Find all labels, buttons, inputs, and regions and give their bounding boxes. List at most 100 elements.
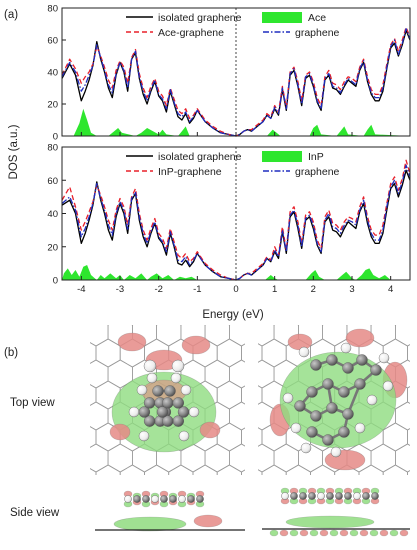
dos-panel-ace: 0 20 40 60 80 isolated graphene Ace Ace-graphen… xyxy=(47,4,411,143)
carbon-atom xyxy=(143,397,156,409)
legend-label-graphene: graphene xyxy=(295,166,340,178)
graphene-hexagon xyxy=(407,386,410,404)
isosurface-depletion xyxy=(345,328,375,348)
hydrogen-atom xyxy=(340,342,352,354)
isosurface-lobe xyxy=(289,529,299,537)
graphene-hexagon xyxy=(297,325,300,326)
series-graphene-line xyxy=(61,28,411,137)
x-tick-label: -1 xyxy=(193,284,201,295)
molecule-atom xyxy=(124,495,132,503)
graphene-hexagon xyxy=(382,464,408,475)
graphene-hexagon xyxy=(90,426,97,448)
graphene-hexagon xyxy=(407,344,410,362)
graphene-hexagon xyxy=(322,325,348,347)
graphene-hexagon xyxy=(90,401,109,431)
y-tick-label: 0 xyxy=(53,132,58,143)
molecule-atom xyxy=(326,492,334,500)
x-tick-label: 0 xyxy=(233,284,238,295)
hydrogen-atom xyxy=(180,384,192,396)
hydrogen-atom xyxy=(298,346,310,358)
legend-label-inp-graphene: InP-graphene xyxy=(158,166,222,178)
y-tick-label: 40 xyxy=(47,68,58,79)
graphene-hexagon xyxy=(168,464,194,475)
molecule-atom xyxy=(344,492,352,500)
graphene-hexagon xyxy=(408,297,417,325)
y-tick-label: 80 xyxy=(47,4,58,15)
legend-label-ace: Ace xyxy=(308,12,326,24)
carbon-atom xyxy=(354,378,366,390)
graphene-hexagon xyxy=(72,297,96,325)
series-ace-graphene-line xyxy=(61,26,411,137)
isosurface-depletion xyxy=(199,421,221,439)
graphene-hexagon xyxy=(107,325,109,326)
graphene-hexagon xyxy=(273,443,299,473)
graphene-hexagon xyxy=(261,338,287,368)
graphene-hexagon xyxy=(258,325,275,347)
graphene-hexagon xyxy=(90,468,97,475)
molecule-atom xyxy=(362,492,370,500)
isosurface-accumulation xyxy=(285,515,375,529)
x-tick-label: -2 xyxy=(154,284,162,295)
graphene-hexagon xyxy=(228,325,245,347)
legend-swatch-ace xyxy=(262,12,302,23)
side-view-label: Side view xyxy=(10,507,60,519)
graphene-hexagon xyxy=(192,464,218,475)
dos-panel-inp: 0 20 40 60 80 -4 -3 -2 -1 0 1 2 3 4 isolated graphene I… xyxy=(47,143,411,295)
inp-top-view-render xyxy=(258,297,417,475)
x-tick-label: 3 xyxy=(349,284,354,295)
graphene-hexagon xyxy=(346,325,348,326)
graphene-hexagon xyxy=(204,443,230,473)
graphene-hexagon xyxy=(144,464,170,475)
isosurface-lobe xyxy=(349,529,359,537)
isosurface-lobe xyxy=(369,529,379,537)
carbon-atom xyxy=(310,410,322,422)
carbon-atom xyxy=(322,378,334,390)
molecule-atom xyxy=(142,495,150,503)
hydrogen-atom xyxy=(300,442,312,454)
hydrogen-atom xyxy=(382,380,394,392)
isosurface-lobe xyxy=(269,529,279,537)
carbon-atom xyxy=(342,408,354,420)
graphene-hexagon xyxy=(95,464,121,475)
isosurface-depletion xyxy=(109,423,131,441)
carbon-atom xyxy=(322,434,334,446)
legend-label-graphene: graphene xyxy=(295,27,340,39)
panel-b-label: (b) xyxy=(4,347,18,359)
graphene-hexagon xyxy=(370,325,372,326)
isosurface-lobe xyxy=(389,529,399,537)
graphene-hexagon xyxy=(90,359,109,389)
graphene-hexagon xyxy=(394,325,397,326)
isosurface-lobe xyxy=(329,529,339,537)
graphene-hexagon xyxy=(90,342,97,364)
graphene-hexagon xyxy=(394,401,410,431)
graphene-hexagon xyxy=(310,464,336,475)
graphene-hexagon xyxy=(370,325,396,347)
y-tick-label: 40 xyxy=(47,209,58,220)
carbon-atom xyxy=(342,362,354,374)
hydrogen-atom xyxy=(188,406,200,418)
carbon-atom xyxy=(294,400,306,412)
series-graphene-line xyxy=(61,164,411,281)
y-tick-label: 20 xyxy=(47,242,58,253)
hydrogen-atom xyxy=(170,372,182,384)
x-tick-label: 1 xyxy=(272,284,277,295)
hydrogen-atom xyxy=(290,422,302,434)
graphene-hexagon xyxy=(258,359,275,389)
graphene-hexagon xyxy=(258,443,275,473)
isosurface-accumulation xyxy=(113,516,187,532)
isosurface-depletion xyxy=(117,332,147,352)
graphene-hexagon xyxy=(370,443,396,473)
series-inp-area xyxy=(62,265,410,280)
hydrogen-atom xyxy=(178,430,190,442)
graphene-hexagon xyxy=(204,359,230,389)
top-view-label: Top view xyxy=(10,397,55,409)
hydrogen-atom xyxy=(146,372,158,384)
graphene-hexagon xyxy=(241,469,245,475)
isosurface-lobe xyxy=(379,529,389,537)
carbon-atom xyxy=(156,406,169,418)
isosurface-lobe xyxy=(359,529,369,537)
graphene-hexagon xyxy=(180,325,182,326)
graphene-hexagon xyxy=(261,464,287,475)
carbon-atom xyxy=(370,364,382,376)
